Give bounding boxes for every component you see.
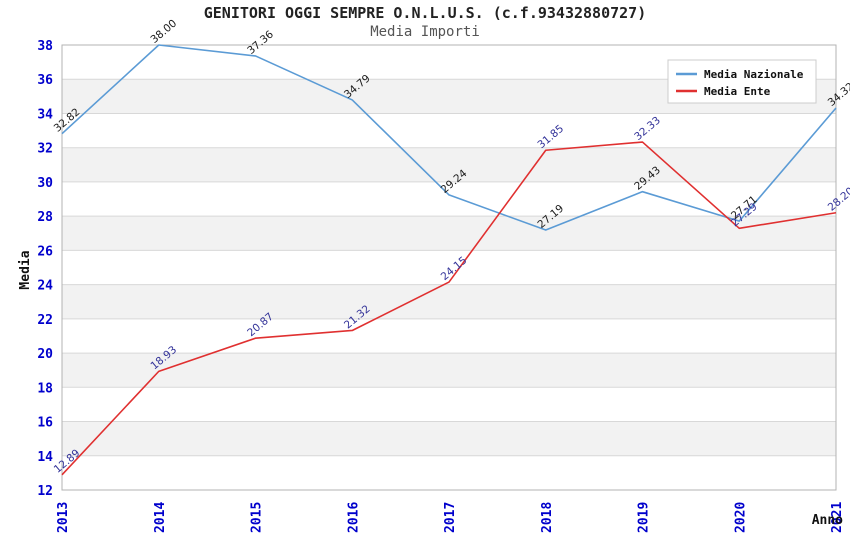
data-point-label: 24.15 (439, 254, 470, 283)
y-tick-label: 16 (37, 416, 53, 431)
legend-box (667, 59, 817, 104)
chart-subtitle: Media Importi (370, 24, 480, 40)
y-tick-label: 34 (37, 107, 53, 122)
chart-title: GENITORI OGGI SEMPRE O.N.L.U.S. (c.f.934… (203, 4, 647, 22)
y-tick-label: 14 (37, 450, 53, 465)
legend-label-media-ente: Media Ente (704, 85, 771, 98)
data-point-label: 31.85 (535, 123, 566, 152)
plot-border (61, 44, 837, 491)
y-axis-title: Media (18, 250, 33, 289)
x-tick-label: 2013 (56, 502, 71, 533)
x-tick-label: 2019 (637, 502, 652, 533)
y-tick-label: 12 (37, 484, 53, 499)
x-tick-label: 2015 (250, 502, 265, 533)
plot-band (62, 147, 836, 182)
plot-band (62, 421, 836, 456)
y-tick-label: 26 (37, 244, 53, 259)
plot-band (62, 353, 836, 388)
x-tick-label: 2017 (443, 502, 458, 533)
y-tick-label: 24 (37, 279, 53, 294)
y-tick-label: 32 (37, 142, 53, 157)
y-tick-label: 28 (37, 210, 53, 225)
x-tick-label: 2020 (733, 502, 748, 533)
data-point-label: 37.36 (245, 28, 276, 57)
y-tick-label: 38 (37, 39, 53, 54)
x-axis-title: Anno (812, 513, 843, 528)
y-tick-label: 22 (37, 313, 53, 328)
y-tick-label: 30 (37, 176, 53, 191)
x-tick-label: 2018 (540, 502, 555, 533)
plot-band (62, 284, 836, 319)
y-tick-label: 18 (37, 381, 53, 396)
y-tick-label: 20 (37, 347, 53, 362)
series-line-media-ente (61, 141, 837, 476)
data-point-label: 28.20 (826, 185, 850, 214)
x-tick-label: 2021 (830, 502, 845, 533)
series-line-media-nazionale (61, 44, 837, 231)
legend-label-media-nazionale: Media Nazionale (704, 68, 804, 81)
x-tick-label: 2014 (153, 502, 168, 533)
data-point-label: 32.33 (632, 114, 663, 143)
data-point-label: 38.00 (148, 17, 179, 46)
plot-band (62, 216, 836, 251)
x-tick-label: 2016 (346, 502, 361, 533)
y-tick-label: 36 (37, 73, 53, 88)
